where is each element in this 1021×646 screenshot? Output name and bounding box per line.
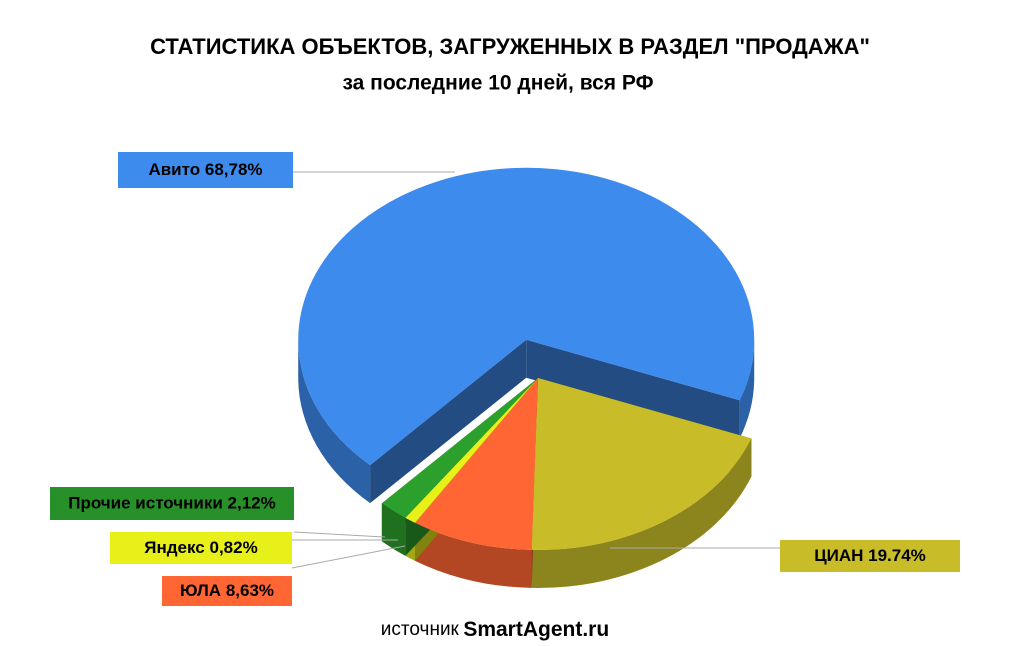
slice	[381, 378, 538, 518]
source-label: источник	[381, 619, 460, 640]
slice-side	[531, 438, 752, 588]
label-box	[780, 540, 960, 572]
category-label: ЦИАН	[814, 546, 863, 565]
leader-line	[293, 531, 386, 538]
slice-side	[415, 522, 532, 588]
slice	[531, 378, 752, 550]
slice-label: Прочие источники 2,12%	[68, 494, 276, 513]
label-box	[50, 487, 294, 520]
label-box	[110, 532, 292, 564]
leader-line	[291, 545, 406, 569]
slice-wall	[526, 339, 740, 439]
slice-label: ЮЛА 8,63%	[180, 581, 274, 600]
value-label: 68,78%	[205, 160, 263, 179]
label-box	[162, 576, 292, 606]
value-label: 0,82%	[210, 538, 258, 557]
slice-label: Авито 68,78%	[148, 160, 262, 179]
slice	[415, 378, 538, 550]
slice-label: Яндекс 0,82%	[144, 538, 257, 557]
slice	[298, 167, 755, 466]
slice-side	[298, 339, 371, 504]
chart-title: СТАТИСТИКА ОБЪЕКТОВ, ЗАГРУЖЕННЫХ В РАЗДЕ…	[150, 34, 870, 59]
value-label: 8,63%	[226, 581, 274, 600]
value-label: 2,12%	[228, 494, 276, 513]
slice	[405, 378, 538, 523]
chart-subtitle: за последние 10 дней, вся РФ	[342, 72, 653, 95]
slice-label: ЦИАН 19.74%	[814, 546, 926, 565]
slice-side	[739, 339, 755, 439]
category-label: Прочие источники	[68, 494, 223, 513]
slice-wall	[370, 339, 527, 504]
category-label: ЮЛА	[180, 581, 221, 600]
category-label: Яндекс	[144, 538, 204, 557]
source-note: источник SmartAgent.ru	[381, 618, 609, 641]
slice-side	[381, 503, 406, 556]
category-label: Авито	[148, 160, 200, 179]
value-label: 19.74%	[868, 546, 926, 565]
source: SmartAgent.ru	[463, 618, 609, 641]
label-box	[118, 152, 293, 188]
